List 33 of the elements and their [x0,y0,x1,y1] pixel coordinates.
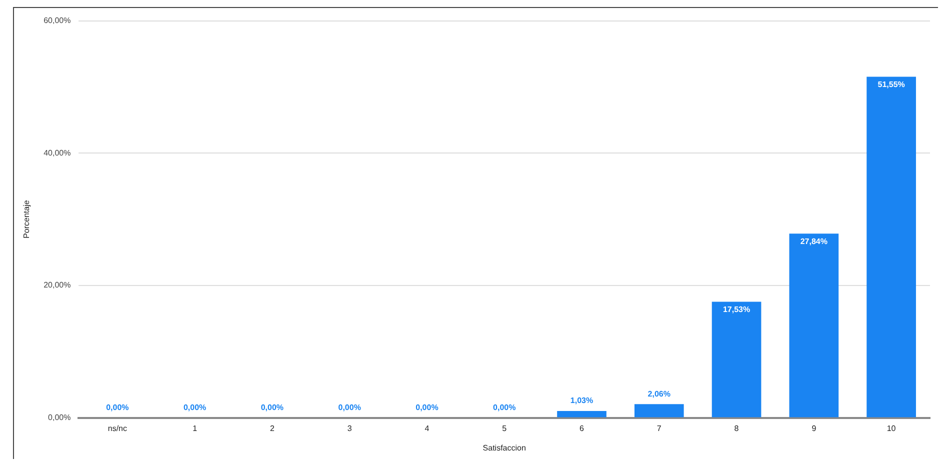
data-label: 0,00% [260,403,284,412]
data-label: 0,00% [338,403,361,412]
x-tick-label: 10 [886,424,896,433]
data-label: 0,00% [416,403,438,412]
x-tick-label: 5 [502,424,508,433]
y-tick-label: 60,00% [44,16,71,26]
x-tick-label: 9 [812,424,817,433]
data-label: 51,55% [878,80,905,89]
data-label: 0,00% [183,403,206,412]
bar [712,302,762,418]
data-label: 0,00% [493,403,516,412]
x-tick-label: 1 [192,424,198,433]
x-tick-label: 4 [424,424,430,433]
data-label: 2,06% [648,389,670,398]
data-label: 0,00% [106,403,129,412]
x-tick-label: ns/nc [108,424,127,433]
x-tick-label: 7 [656,424,662,433]
data-label: 17,53% [722,305,750,314]
bar [557,410,606,418]
x-axis-title: Satisfaccion [482,443,526,452]
x-tick-label: 2 [270,424,275,433]
data-label: 1,03% [570,396,594,406]
y-tick-label: 20,00% [44,280,71,290]
y-tick-label: 40,00% [44,148,71,158]
bar [866,76,916,418]
x-tick-label: 6 [580,424,585,433]
y-tick-label: 0,00% [48,413,71,422]
x-tick-label: 8 [734,424,740,433]
bar [634,404,684,418]
data-label: 27,84% [800,236,828,246]
bar [789,234,839,418]
y-axis-title: Porcentaje [22,200,32,238]
x-tick-label: 3 [347,424,352,433]
